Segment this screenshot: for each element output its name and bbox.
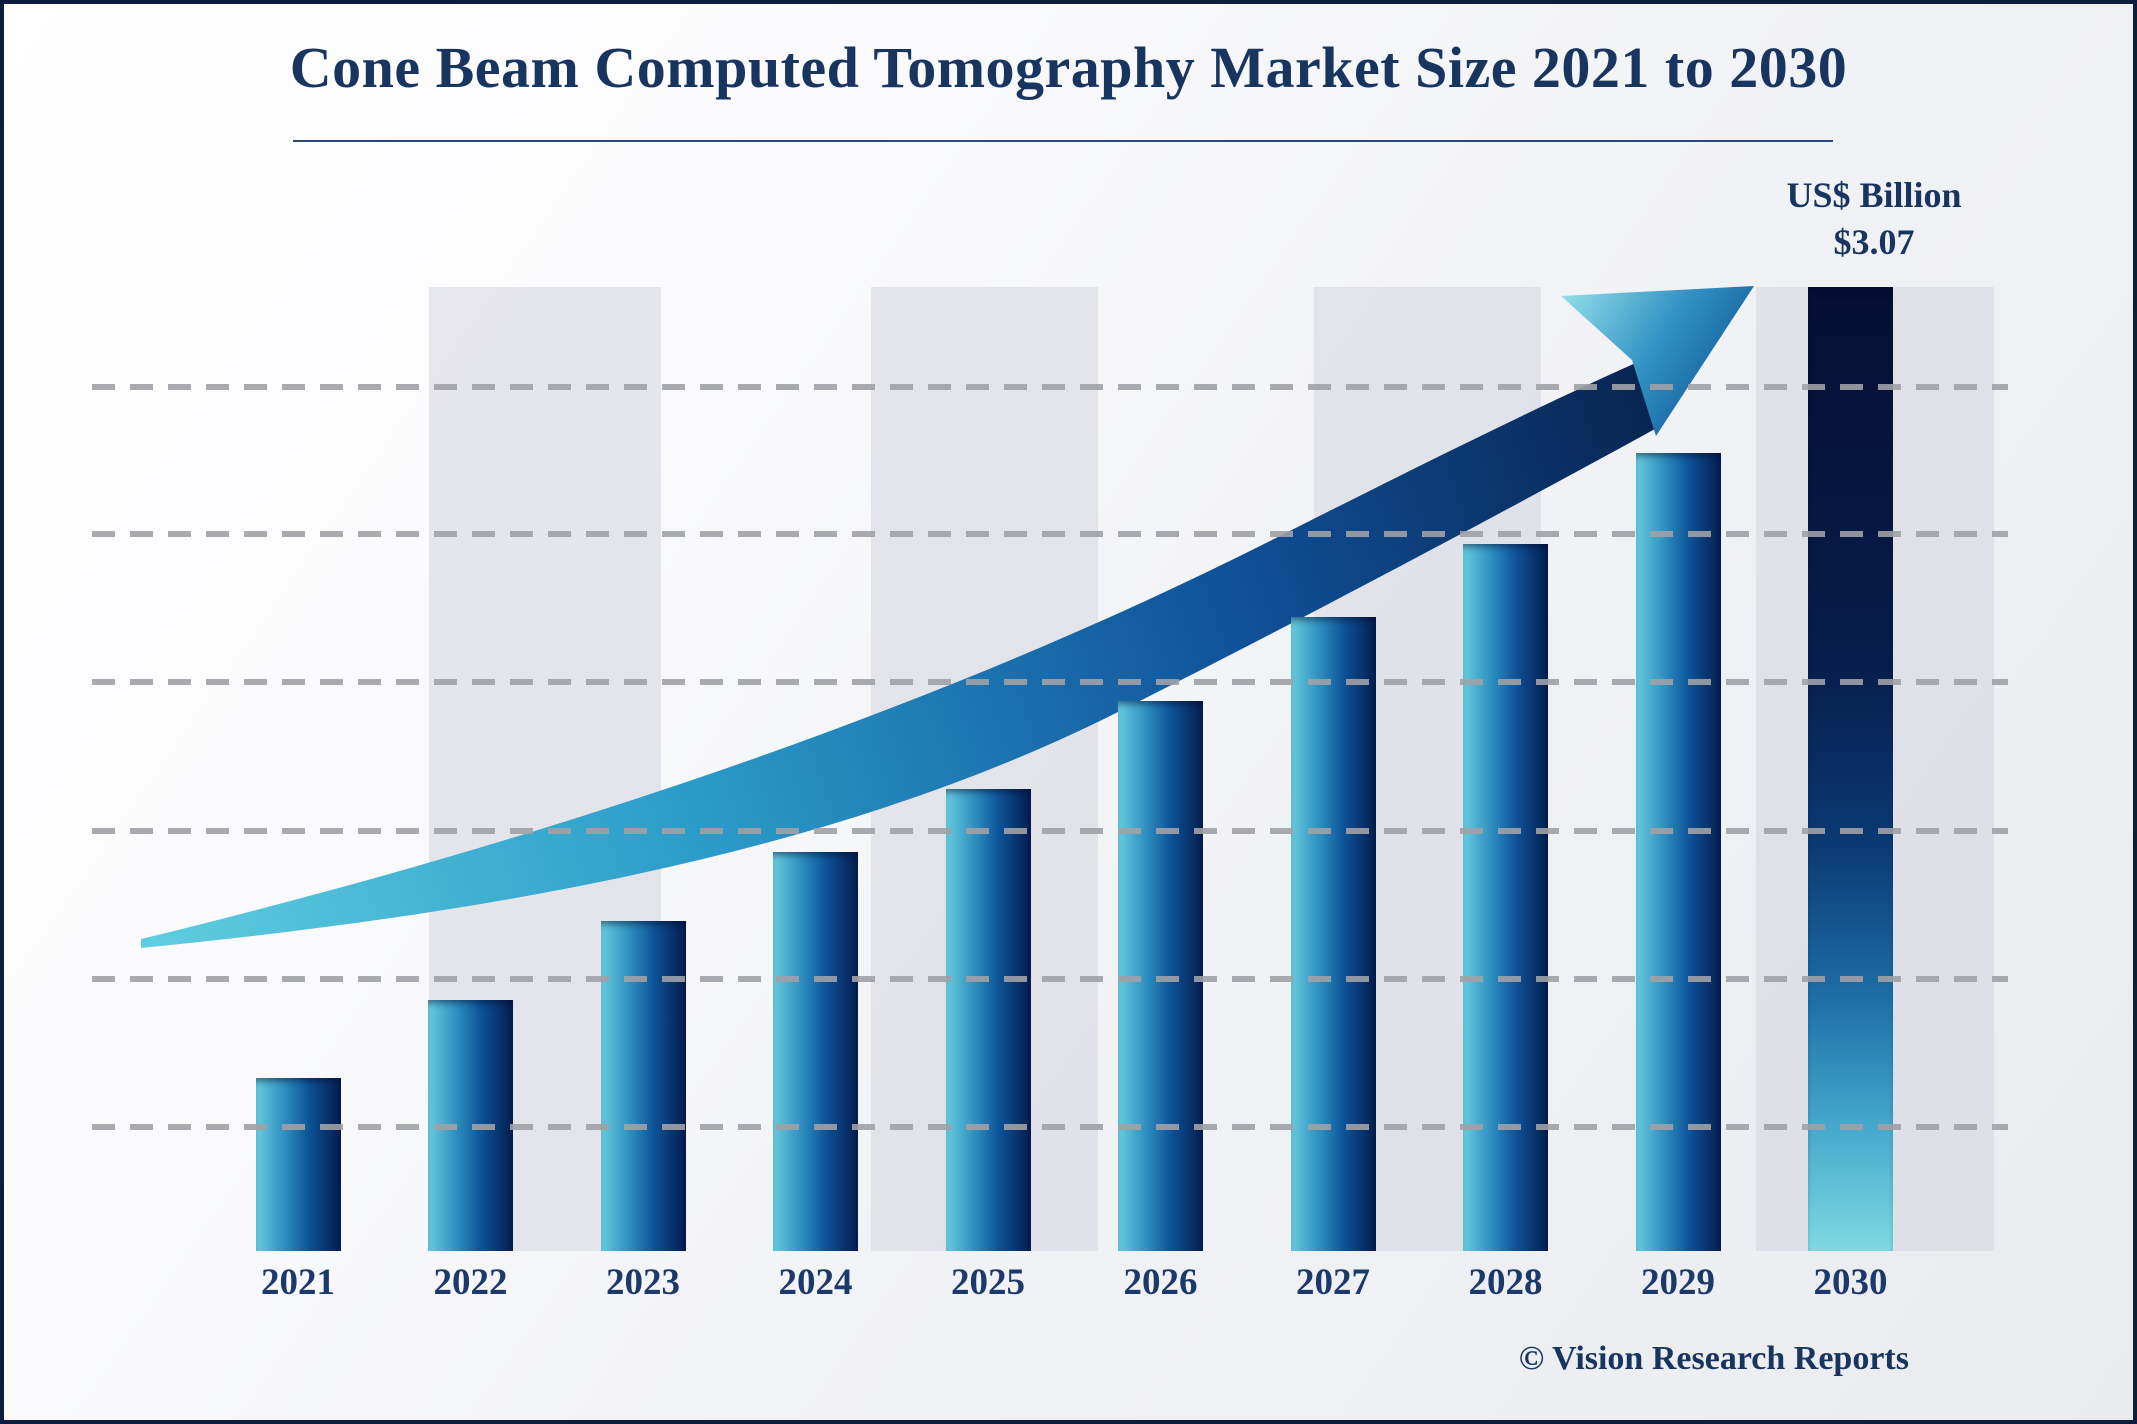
bar-2030 [1808, 287, 1893, 1251]
dashed-gridline [92, 976, 2008, 982]
x-axis-label-2027: 2027 [1296, 1262, 1370, 1303]
bar-2023 [600, 921, 686, 1251]
bar-2029 [1635, 453, 1721, 1251]
bar-2024 [773, 852, 858, 1251]
bar-2027 [1290, 617, 1376, 1251]
dashed-gridline [92, 384, 2008, 390]
chart-title: Cone Beam Computed Tomography Market Siz… [289, 35, 1848, 100]
dashed-gridline [92, 828, 2008, 834]
watermark: © Vision Research Reports [1518, 1340, 1909, 1377]
trend-arrowhead [1561, 286, 1754, 436]
x-axis-label-2025: 2025 [951, 1262, 1025, 1303]
x-axis-label-2022: 2022 [433, 1262, 508, 1303]
unit-text: US$ Billion [1786, 175, 1962, 215]
bar-2028 [1463, 544, 1548, 1251]
dashed-gridline [92, 531, 2008, 537]
final-value-text: $3.07 [1833, 221, 1915, 262]
dashed-gridline [92, 679, 2008, 685]
x-axis-label-2023: 2023 [606, 1262, 680, 1303]
unit-value-annotation: US$ Billion $3.07 [1664, 172, 2084, 266]
dashed-gridline [92, 1124, 2008, 1130]
trend-arrow-shaft [141, 362, 1664, 948]
x-axis-label-2030: 2030 [1813, 1262, 1888, 1303]
x-axis-label-2024: 2024 [778, 1262, 853, 1303]
x-axis-label-2029: 2029 [1641, 1262, 1715, 1303]
bar-2025 [945, 789, 1031, 1251]
title-divider [293, 140, 1833, 142]
x-axis-label-2026: 2026 [1123, 1262, 1198, 1303]
x-axis-label-2021: 2021 [261, 1262, 335, 1303]
x-axis-label-2028: 2028 [1468, 1262, 1543, 1303]
bar-2021 [255, 1078, 341, 1251]
trend-arrow [141, 286, 1754, 948]
